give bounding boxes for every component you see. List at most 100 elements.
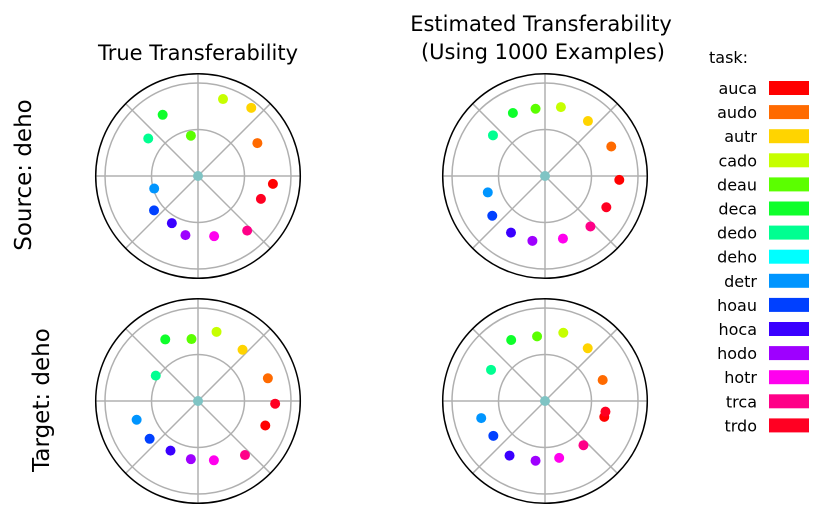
angular-gridline [197,175,271,249]
point-dedo [486,364,497,375]
point-deau [186,334,197,345]
polar-panel-source-true [94,72,302,280]
point-cado [555,102,566,113]
point-deca [160,334,171,345]
legend-label-deho: deho [717,248,757,267]
legend-label-cado: cado [718,151,757,170]
point-hoau [144,433,155,444]
point-auca [267,178,278,189]
angular-gridline [197,328,271,402]
legend-swatch-deca [769,201,809,216]
point-trca [242,225,253,236]
angular-gridline [472,103,546,177]
legend-label-auca: auca [718,79,757,98]
angular-gridline [125,400,199,474]
legend-swatch-audo [769,105,809,120]
point-detr [149,183,160,194]
point-trdo [255,193,266,204]
point-trdo [601,202,612,213]
point-autr [237,344,248,355]
angular-gridline [544,175,618,249]
legend-label-deca: deca [718,200,757,219]
legend-swatch-hotr [769,370,809,385]
polar-panel-source-estimated [441,72,649,280]
point-cado [558,327,569,338]
point-hoca [504,450,515,461]
angular-gridline [544,328,618,402]
legend-swatch-hoca [769,322,809,336]
point-hodo [185,454,196,465]
angular-gridline [472,328,546,402]
legend-swatch-deau [769,177,809,192]
point-hoau [488,430,499,441]
point-dedo [487,130,498,141]
point-hotr [208,455,219,466]
polar-frame [94,297,302,505]
angular-gridline [125,328,199,402]
legend-swatch-hoau [769,297,809,312]
center-point-deho [193,171,203,181]
legend-label-dedo: dedo [717,224,757,243]
polar-panel-target-true [94,297,302,505]
point-detr [131,414,142,425]
point-detr [476,413,487,424]
point-hoau [487,210,498,221]
point-dedo [150,370,161,381]
point-hodo [180,230,191,241]
point-dedo [143,133,154,144]
point-deau [532,331,543,342]
point-auca [614,174,625,185]
point-deca [157,109,168,120]
legend-swatch-trca [769,394,809,409]
angular-gridline [125,103,199,177]
angular-gridline [472,400,546,474]
legend: task: auca audo autr cado deau deca dedo deho de… [709,48,809,435]
angular-gridline [544,400,618,474]
angular-gridline [197,400,271,474]
row-label-target: Target: deho [29,328,55,473]
legend-swatch-dedo [769,225,809,240]
polar-frame [94,72,302,280]
point-audo [606,141,617,152]
polar-frame [441,297,649,505]
point-trdo [600,406,611,417]
point-autr [582,116,593,127]
legend-label-autr: autr [724,127,757,146]
point-trca [585,221,596,232]
polar-frame [441,72,649,280]
angular-gridline [197,103,271,177]
legend-swatch-auca [769,81,809,95]
point-deau [185,130,196,141]
point-trca [239,450,250,461]
point-hoau [149,205,160,216]
legend-swatch-trdo [769,418,809,433]
point-deca [507,108,518,119]
angular-gridline [125,175,199,249]
point-audo [252,138,263,149]
legend-swatch-detr [769,273,809,288]
legend-title: task: [709,48,748,67]
point-hotr [554,452,565,463]
center-point-deho [540,171,550,181]
legend-swatch-hodo [769,346,809,361]
legend-label-deau: deau [717,175,757,194]
legend-label-trca: trca [726,392,757,411]
column-title-true: True Transferability [97,41,298,65]
point-trdo [270,398,281,409]
row-label-source: Source: deho [11,99,37,250]
column-title-estimated-line-2: (Using 1000 Examples) [421,40,665,64]
legend-label-hoau: hoau [717,296,757,315]
legend-swatch-cado [769,153,809,168]
point-hoca [166,218,177,229]
legend-label-hodo: hodo [717,344,757,363]
point-cado [211,326,222,337]
point-autr [582,343,593,354]
legend-label-trdo: trdo [724,416,757,435]
center-point-deho [193,396,203,406]
point-hoca [165,445,176,456]
point-trca [578,440,589,451]
legend-label-detr: detr [724,272,757,291]
legend-label-hoca: hoca [718,320,757,339]
center-point-deho [540,396,550,406]
